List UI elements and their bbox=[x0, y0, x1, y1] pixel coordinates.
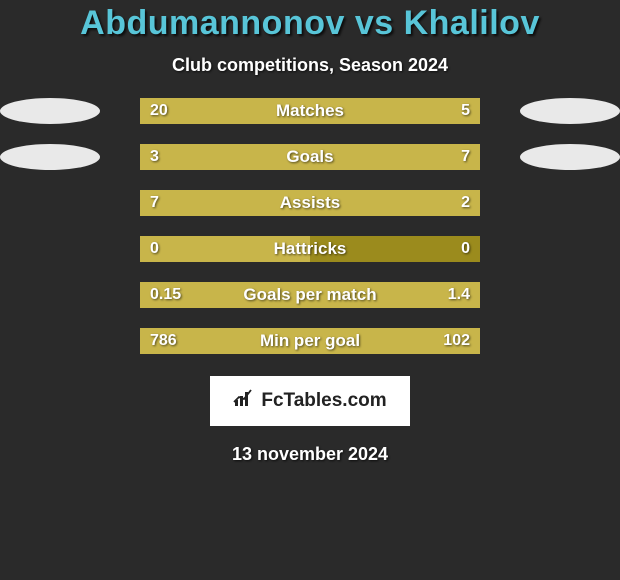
stat-label: Goals bbox=[286, 147, 333, 167]
date-line: 13 november 2024 bbox=[232, 444, 388, 465]
stat-rows: 20Matches53Goals77Assists20Hattricks00.1… bbox=[0, 76, 620, 354]
avatar-spacer bbox=[520, 190, 620, 216]
stat-label: Min per goal bbox=[260, 331, 360, 351]
stat-value-right: 1.4 bbox=[448, 286, 470, 304]
stat-label: Goals per match bbox=[243, 285, 376, 305]
stat-value-right: 2 bbox=[461, 194, 470, 212]
stat-row: 0 Hattricks 0 bbox=[0, 236, 620, 262]
avatar-spacer bbox=[520, 328, 620, 354]
stat-value-left: 7 bbox=[150, 194, 159, 212]
stat-value-right: 7 bbox=[461, 148, 470, 166]
stat-row: 7 Assists 2 bbox=[0, 190, 620, 216]
avatar-spacer bbox=[520, 236, 620, 262]
stat-value-left: 20 bbox=[150, 102, 168, 120]
stat-bar: 20 Matches 5 bbox=[140, 98, 480, 124]
stat-label: Matches bbox=[276, 101, 344, 121]
avatar-right bbox=[520, 144, 620, 170]
stat-value-left: 3 bbox=[150, 148, 159, 166]
stat-value-left: 786 bbox=[150, 332, 177, 350]
avatar-spacer bbox=[0, 236, 100, 262]
stat-bar: 3 Goals 7 bbox=[140, 144, 480, 170]
stat-label: Hattricks bbox=[274, 239, 347, 259]
stat-bar: 0.15 Goals per match 1.4 bbox=[140, 282, 480, 308]
avatar-spacer bbox=[0, 282, 100, 308]
page-title: Abdumannonov vs Khalilov bbox=[80, 4, 540, 43]
stat-value-right: 5 bbox=[461, 102, 470, 120]
stat-label: Assists bbox=[280, 193, 340, 213]
stat-value-left: 0.15 bbox=[150, 286, 181, 304]
chart-icon bbox=[233, 388, 255, 414]
subtitle: Club competitions, Season 2024 bbox=[172, 55, 448, 76]
stat-bar: 7 Assists 2 bbox=[140, 190, 480, 216]
stat-row: 20 Matches 5 bbox=[0, 98, 620, 124]
logo-box[interactable]: FcTables.com bbox=[210, 376, 410, 426]
stat-value-right: 102 bbox=[443, 332, 470, 350]
comparison-card: Abdumannonov vs Khalilov Club competitio… bbox=[0, 0, 620, 465]
stat-bar: 786 Min per goal 102 bbox=[140, 328, 480, 354]
stat-row: 3 Goals 7 bbox=[0, 144, 620, 170]
stat-row: 786 Min per goal 102 bbox=[0, 328, 620, 354]
avatar-right bbox=[520, 98, 620, 124]
stat-value-right: 0 bbox=[461, 240, 470, 258]
bar-fill-right bbox=[242, 144, 480, 170]
avatar-spacer bbox=[0, 328, 100, 354]
logo-text: FcTables.com bbox=[261, 390, 386, 412]
stat-value-left: 0 bbox=[150, 240, 159, 258]
avatar-spacer bbox=[520, 282, 620, 308]
avatar-spacer bbox=[0, 190, 100, 216]
bar-fill-left bbox=[140, 190, 405, 216]
avatar-left bbox=[0, 144, 100, 170]
avatar-left bbox=[0, 98, 100, 124]
stat-row: 0.15 Goals per match 1.4 bbox=[0, 282, 620, 308]
stat-bar: 0 Hattricks 0 bbox=[140, 236, 480, 262]
